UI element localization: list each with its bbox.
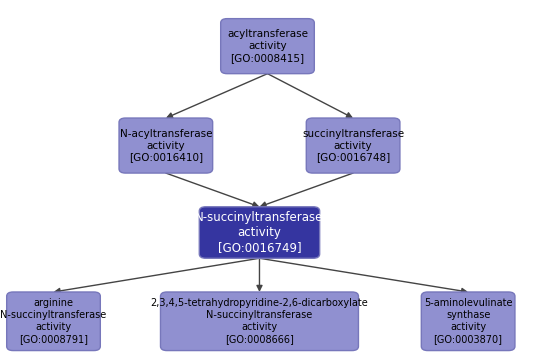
Text: N-succinyltransferase
activity
[GO:0016749]: N-succinyltransferase activity [GO:00167… <box>195 211 324 255</box>
Text: 5-aminolevulinate
synthase
activity
[GO:0003870]: 5-aminolevulinate synthase activity [GO:… <box>424 298 513 344</box>
Text: succinyltransferase
activity
[GO:0016748]: succinyltransferase activity [GO:0016748… <box>302 129 404 163</box>
FancyBboxPatch shape <box>422 292 515 351</box>
FancyBboxPatch shape <box>119 118 213 173</box>
Text: N-acyltransferase
activity
[GO:0016410]: N-acyltransferase activity [GO:0016410] <box>120 129 212 163</box>
FancyBboxPatch shape <box>160 292 358 351</box>
Text: acyltransferase
activity
[GO:0008415]: acyltransferase activity [GO:0008415] <box>227 29 308 63</box>
Text: arginine
N-succinyltransferase
activity
[GO:0008791]: arginine N-succinyltransferase activity … <box>1 298 106 344</box>
FancyBboxPatch shape <box>221 18 314 74</box>
FancyBboxPatch shape <box>199 207 320 258</box>
FancyBboxPatch shape <box>307 118 400 173</box>
Text: 2,3,4,5-tetrahydropyridine-2,6-dicarboxylate
N-succinyltransferase
activity
[GO:: 2,3,4,5-tetrahydropyridine-2,6-dicarboxy… <box>150 298 369 344</box>
FancyBboxPatch shape <box>7 292 101 351</box>
